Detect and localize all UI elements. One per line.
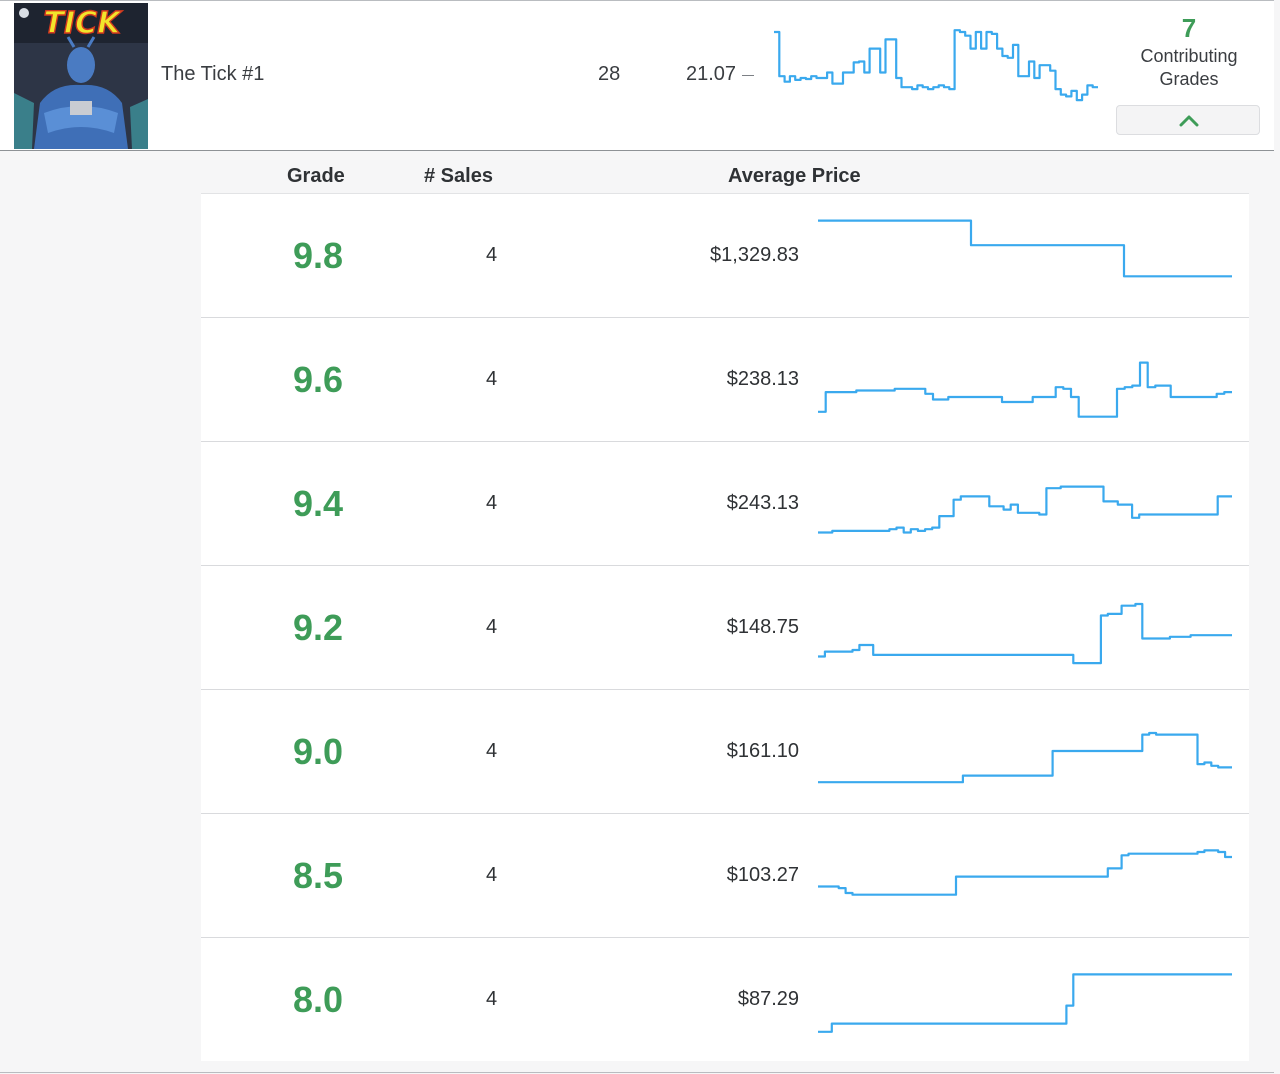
grade-value: 8.5: [293, 855, 344, 896]
grade-average-price: $243.13: [726, 492, 799, 514]
grade-row[interactable]: 8.0 4 $87.29: [201, 938, 1249, 1061]
comic-summary-row[interactable]: TICK The Tick #1 28 21.07 7 Contributing…: [0, 0, 1274, 151]
grade-value: 9.8: [293, 235, 344, 276]
grade-row[interactable]: 9.4 4 $243.13: [201, 442, 1249, 566]
grade-value: 8.0: [293, 979, 344, 1020]
grades-breakdown-table: Grade # Sales Average Price 9.8 4 $1,329.8…: [201, 160, 1249, 1061]
grade-sales-count: 4: [486, 740, 498, 762]
grade-trend-sparkline: [818, 849, 1232, 896]
contributing-grades-count: 7: [1181, 13, 1197, 43]
sparkline-path: [818, 219, 1232, 278]
grade-value: 9.0: [293, 731, 344, 772]
grade-sales-count: 4: [486, 864, 498, 886]
table-header: Grade # Sales Average Price: [201, 160, 1249, 194]
sparkline-path: [818, 849, 1232, 896]
price-column-header[interactable]: Average Price: [728, 165, 861, 187]
comic-trend-sparkline: [774, 29, 1098, 102]
chevron-up-icon: [1179, 115, 1199, 127]
contributing-grades-summary: 7 Contributing Grades: [1116, 11, 1262, 91]
bottom-divider: [0, 1072, 1274, 1073]
grade-sales-count: 4: [486, 368, 498, 390]
grade-value: 9.4: [293, 483, 344, 524]
grade-value: 9.2: [293, 607, 344, 648]
average-index-value: 21.07: [686, 63, 737, 85]
grade-trend-sparkline: [818, 731, 1232, 784]
grade-row[interactable]: 9.6 4 $238.13: [201, 318, 1249, 442]
grade-row[interactable]: 9.8 4 $1,329.83: [201, 194, 1249, 318]
sparkline-path: [818, 602, 1232, 665]
grade-trend-sparkline: [818, 219, 1232, 278]
grade-average-price: $161.10: [726, 740, 799, 762]
grade-trend-sparkline: [818, 973, 1232, 1033]
grade-rows: 9.8 4 $1,329.83 9.6 4 $238.13 9.4 4 $243.13 9.2 4 $…: [201, 194, 1249, 1061]
grade-average-price: $148.75: [726, 616, 799, 638]
sparkline-path: [818, 485, 1232, 534]
grade-value: 9.6: [293, 359, 344, 400]
contributing-grades-label-2: Grades: [1159, 69, 1219, 89]
grade-average-price: $1,329.83: [710, 244, 799, 266]
collapse-grades-button[interactable]: [1116, 105, 1260, 135]
contributing-grades-label-1: Contributing: [1140, 46, 1238, 66]
grade-column-header[interactable]: Grade: [287, 165, 345, 187]
grade-sales-count: 4: [486, 988, 498, 1010]
comic-cover-image[interactable]: TICK: [14, 3, 148, 149]
grade-trend-sparkline: [818, 361, 1232, 418]
grade-trend-sparkline: [818, 485, 1232, 534]
grade-sales-count: 4: [486, 616, 498, 638]
grade-row[interactable]: 9.2 4 $148.75: [201, 566, 1249, 690]
sparkline-path: [818, 361, 1232, 418]
sparkline-path: [818, 731, 1232, 784]
sales-column-header[interactable]: # Sales: [424, 165, 493, 187]
sparkline-path: [818, 973, 1232, 1033]
cover-logo-text: TICK: [44, 6, 124, 41]
grade-sales-count: 4: [486, 244, 498, 266]
grade-row[interactable]: 8.5 4 $103.27: [201, 814, 1249, 938]
comic-title[interactable]: The Tick #1: [161, 63, 265, 85]
grade-trend-sparkline: [818, 602, 1232, 665]
grade-sales-count: 4: [486, 492, 498, 514]
dash-divider: [742, 75, 754, 76]
grade-average-price: $87.29: [737, 988, 799, 1010]
grade-row[interactable]: 9.0 4 $161.10: [201, 690, 1249, 814]
grade-average-price: $103.27: [726, 864, 799, 886]
total-sales-count: 28: [598, 63, 621, 85]
grade-average-price: $238.13: [726, 368, 799, 390]
